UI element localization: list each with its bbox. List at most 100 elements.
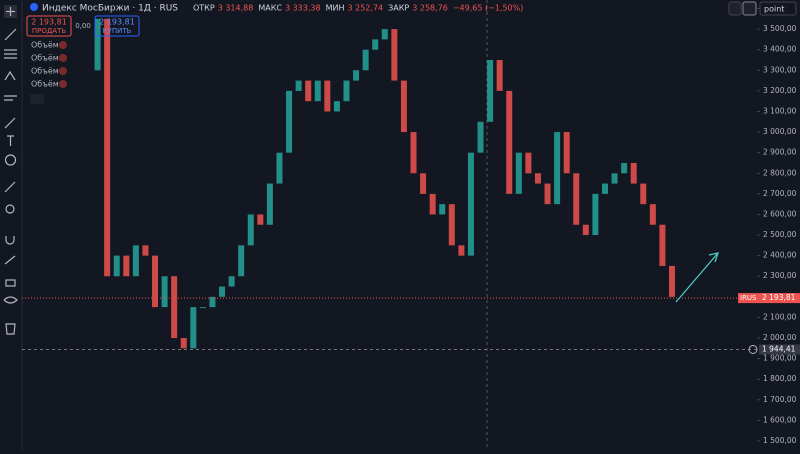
ohlc-value: 3 258,76 — [412, 4, 448, 13]
collapse-button[interactable] — [30, 94, 44, 104]
y-tick-label: 2 100,00 — [763, 312, 797, 321]
download-button[interactable] — [728, 1, 742, 16]
candle-body — [228, 276, 235, 287]
candle-body — [534, 173, 541, 184]
candle-body — [601, 183, 608, 194]
ohlc-value: 3 252,74 — [347, 4, 383, 13]
candle-body — [295, 80, 302, 91]
sell-price: 2 193,81 — [31, 18, 67, 27]
candle-body — [640, 183, 647, 205]
candle-body — [305, 80, 312, 102]
candle-body — [611, 173, 618, 184]
ohlc-name: МИН — [326, 4, 345, 13]
candle-body — [353, 70, 360, 81]
candle-body — [372, 39, 379, 50]
candle-body — [477, 121, 484, 153]
candle-body — [630, 162, 637, 184]
buy-button[interactable] — [94, 15, 140, 37]
candle-body — [429, 193, 436, 215]
last-price-label: 2 193,81 — [762, 293, 796, 302]
buy-price: 2 193,81 — [99, 18, 135, 27]
candle-body — [276, 152, 283, 184]
candle-body — [506, 90, 513, 194]
change: −49,65 (−1,50%) — [453, 4, 524, 13]
y-tick-label: 1 900,00 — [763, 354, 797, 363]
input-field[interactable] — [759, 1, 797, 16]
crosshair-label: 1 944,41 — [762, 344, 796, 353]
candle-body — [496, 59, 503, 91]
ohlc-name: МАКС — [258, 4, 282, 13]
ohlc-name: ОТКР — [193, 4, 215, 13]
y-tick-label: 3 100,00 — [763, 106, 797, 115]
candle-body — [554, 132, 561, 205]
candle-body — [420, 173, 427, 194]
candle-body — [410, 132, 417, 174]
indicator-label: Объём — [31, 67, 59, 76]
tool-icons[interactable] — [3, 5, 18, 335]
y-tick-label: 1 600,00 — [763, 415, 797, 424]
symbol-title: Индекс МосБиржи · 1Д · RUS — [42, 4, 178, 14]
y-tick-label: 1 500,00 — [763, 436, 797, 445]
indicator-label: Объём — [31, 41, 59, 50]
y-tick-label: 1 800,00 — [763, 374, 797, 383]
candle-body — [171, 276, 178, 339]
last-price-tag — [738, 293, 800, 304]
candle-body — [381, 29, 388, 40]
y-tick-label: 2 300,00 — [763, 271, 797, 280]
candle-body — [324, 80, 331, 112]
y-tick-label: 3 300,00 — [763, 65, 797, 74]
crosshair-tag — [759, 344, 800, 355]
candle-body — [582, 224, 589, 236]
ohlc-value: 3 314,88 — [218, 4, 254, 13]
candle-body — [362, 49, 369, 71]
candle-body — [199, 307, 206, 309]
candle-body — [659, 224, 666, 266]
candle-body — [391, 29, 398, 81]
candle-body — [592, 193, 599, 236]
candle-body — [190, 307, 197, 349]
candle-body — [219, 286, 226, 297]
y-tick-label: 2 000,00 — [763, 333, 797, 342]
y-tick-label: 2 500,00 — [763, 230, 797, 239]
candle-body — [142, 245, 149, 256]
y-tick-label: 2 400,00 — [763, 251, 797, 260]
indicator-warning — [59, 54, 67, 62]
sync-button[interactable] — [742, 1, 757, 16]
candle-body — [113, 255, 120, 277]
sell-button[interactable] — [26, 15, 72, 37]
candle-body — [238, 245, 245, 277]
candle-body — [314, 80, 321, 102]
candle-body — [487, 59, 494, 122]
indicator-label: Объём — [31, 80, 59, 89]
candle-body — [439, 204, 446, 215]
y-tick-label: 2 600,00 — [763, 209, 797, 218]
trend-arrow[interactable] — [675, 252, 719, 303]
ohlc-name: ЗАКР — [388, 4, 409, 13]
ohlc-value: 3 333,38 — [285, 4, 321, 13]
candle-body — [104, 18, 111, 277]
candle-body — [544, 183, 551, 205]
candle-body — [286, 90, 293, 153]
candle-body — [257, 214, 264, 225]
y-tick-label: 3 400,00 — [763, 45, 797, 54]
input-text: point — [764, 5, 784, 14]
candle-body — [343, 80, 350, 102]
crosshair-plus — [748, 344, 758, 354]
indicator-warning — [59, 41, 67, 49]
last-price-symbol: IRUS — [740, 294, 757, 302]
sell-label: ПРОДАТЬ — [32, 27, 67, 35]
flag-icon — [30, 3, 38, 11]
spread: 0,00 — [75, 22, 91, 30]
candle-body — [573, 173, 580, 225]
candle-body — [458, 245, 465, 256]
candle-body — [515, 152, 522, 194]
y-tick-label: 2 900,00 — [763, 148, 797, 157]
y-tick-label: 1 700,00 — [763, 395, 797, 404]
candle-body — [467, 152, 474, 256]
indicator-warning — [59, 67, 67, 75]
candle-body — [132, 245, 139, 277]
candle-body — [266, 183, 273, 225]
candle-body — [621, 162, 628, 174]
